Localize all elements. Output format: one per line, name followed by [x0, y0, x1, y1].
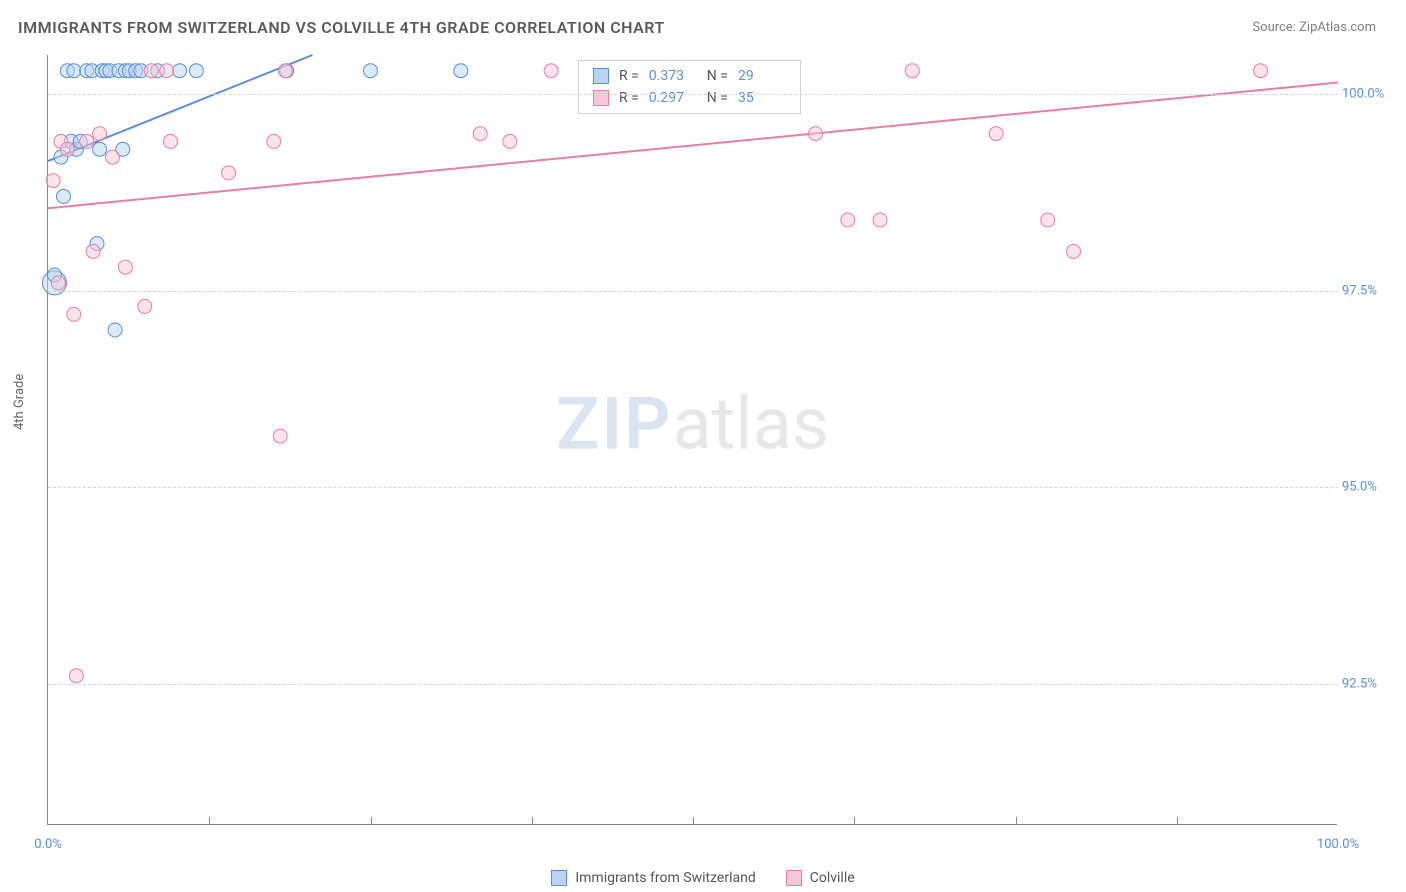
- data-point: [108, 323, 122, 337]
- y-tick-label: 97.5%: [1342, 283, 1392, 298]
- correlation-legend: R = 0.373 N = 29 R = 0.297 N = 35: [578, 60, 801, 114]
- legend-r-label: R =: [619, 90, 639, 106]
- data-point: [138, 299, 152, 313]
- data-point: [905, 64, 919, 78]
- legend-swatch: [593, 90, 609, 106]
- data-point: [106, 150, 120, 164]
- x-tick: [532, 817, 533, 825]
- data-point: [278, 64, 292, 78]
- y-tick-label: 92.5%: [1342, 676, 1392, 691]
- data-point: [160, 64, 174, 78]
- legend-n-value: 29: [738, 68, 786, 84]
- data-point: [56, 189, 70, 203]
- x-tick-label: 100.0%: [1317, 837, 1359, 852]
- legend-swatch: [786, 870, 802, 886]
- data-point: [51, 276, 65, 290]
- data-point: [1041, 213, 1055, 227]
- legend-n-label: N =: [707, 68, 728, 84]
- x-tick: [209, 817, 210, 825]
- data-point: [144, 64, 158, 78]
- data-point: [873, 213, 887, 227]
- data-point: [273, 429, 287, 443]
- legend-swatch: [593, 68, 609, 84]
- gridline: [48, 487, 1338, 488]
- data-point: [93, 127, 107, 141]
- data-point: [473, 127, 487, 141]
- data-point: [544, 64, 558, 78]
- data-point: [173, 64, 187, 78]
- data-point: [164, 134, 178, 148]
- chart-source: Source: ZipAtlas.com: [1252, 20, 1376, 35]
- data-point: [67, 64, 81, 78]
- data-point: [454, 64, 468, 78]
- data-point: [86, 244, 100, 258]
- legend-label: Colville: [810, 870, 855, 886]
- legend-row: R = 0.297 N = 35: [579, 87, 800, 109]
- data-point: [809, 127, 823, 141]
- x-tick: [1177, 817, 1178, 825]
- legend-item: Colville: [786, 870, 855, 886]
- legend-n-value: 35: [738, 90, 786, 106]
- legend-row: R = 0.373 N = 29: [579, 65, 800, 87]
- data-point: [93, 142, 107, 156]
- data-point: [118, 260, 132, 274]
- legend-r-label: R =: [619, 68, 639, 84]
- data-point: [503, 134, 517, 148]
- chart-header: IMMIGRANTS FROM SWITZERLAND VS COLVILLE …: [0, 0, 1406, 47]
- chart-area: ZIPatlas R =0.373N =29R =0.297N =35 92.5…: [47, 55, 1387, 825]
- x-tick: [1016, 817, 1017, 825]
- legend-label: Immigrants from Switzerland: [575, 870, 755, 886]
- gridline: [48, 94, 1338, 95]
- gridline: [48, 291, 1338, 292]
- chart-svg: [48, 55, 1338, 825]
- data-point: [989, 127, 1003, 141]
- data-point: [364, 64, 378, 78]
- plot-area: ZIPatlas R =0.373N =29R =0.297N =35 92.5…: [47, 55, 1337, 825]
- data-point: [1254, 64, 1268, 78]
- y-tick-label: 95.0%: [1342, 480, 1392, 495]
- data-point: [222, 166, 236, 180]
- x-tick: [693, 817, 694, 825]
- legend-r-value: 0.297: [649, 90, 697, 106]
- series-legend: Immigrants from Switzerland Colville: [0, 870, 1406, 886]
- data-point: [69, 669, 83, 683]
- legend-r-value: 0.373: [649, 68, 697, 84]
- legend-item: Immigrants from Switzerland: [551, 870, 755, 886]
- data-point: [80, 134, 94, 148]
- y-tick-label: 100.0%: [1342, 87, 1392, 102]
- y-axis-label: 4th Grade: [12, 374, 27, 430]
- data-point: [1067, 244, 1081, 258]
- data-point: [841, 213, 855, 227]
- x-tick-label: 0.0%: [34, 837, 62, 852]
- legend-swatch: [551, 870, 567, 886]
- legend-n-label: N =: [707, 90, 728, 106]
- chart-title: IMMIGRANTS FROM SWITZERLAND VS COLVILLE …: [18, 18, 665, 37]
- x-tick: [371, 817, 372, 825]
- data-point: [267, 134, 281, 148]
- data-point: [189, 64, 203, 78]
- data-point: [67, 307, 81, 321]
- data-point: [60, 142, 74, 156]
- x-tick: [854, 817, 855, 825]
- gridline: [48, 684, 1338, 685]
- data-point: [46, 174, 60, 188]
